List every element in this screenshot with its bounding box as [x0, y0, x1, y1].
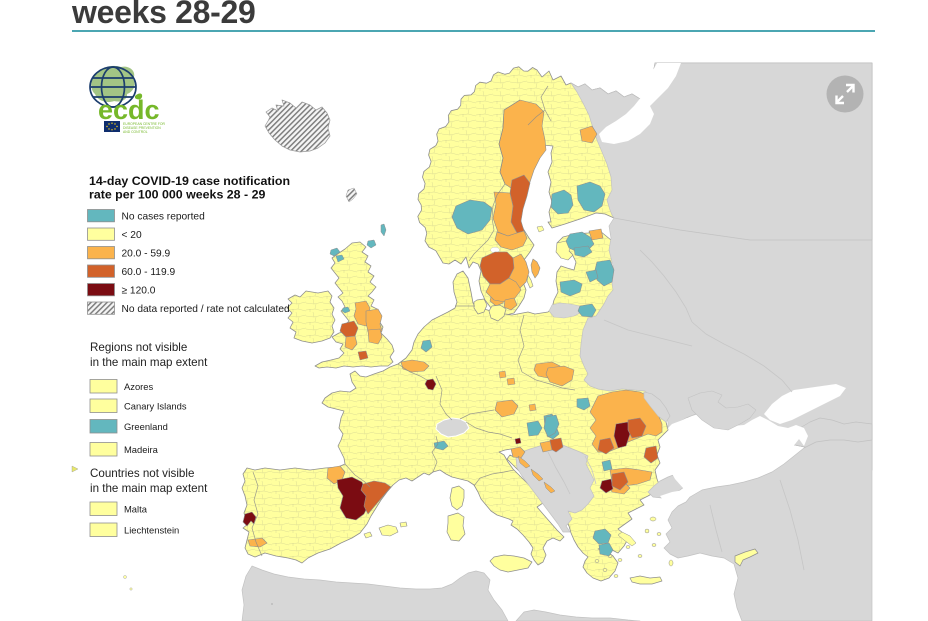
- svg-text:Azores: Azores: [124, 381, 153, 392]
- svg-text:in the main map extent: in the main map extent: [90, 482, 208, 495]
- svg-text:Madeira: Madeira: [124, 444, 159, 455]
- svg-text:No cases reported: No cases reported: [122, 212, 206, 223]
- svg-text:No data reported / rate not ca: No data reported / rate not calculated: [122, 304, 291, 315]
- svg-text:14-day COVID-19 case notificat: 14-day COVID-19 case notification: [89, 174, 290, 188]
- svg-text:< 20: < 20: [122, 230, 142, 241]
- svg-text:Canary Islands: Canary Islands: [124, 401, 187, 412]
- svg-text:ecdc: ecdc: [98, 95, 160, 125]
- svg-text:DISEASE PREVENTION: DISEASE PREVENTION: [123, 126, 161, 130]
- svg-text:AND CONTROL: AND CONTROL: [123, 130, 148, 134]
- svg-text:in the main map extent: in the main map extent: [90, 356, 208, 369]
- svg-text:60.0 - 119.9: 60.0 - 119.9: [122, 267, 176, 278]
- svg-text:Greenland: Greenland: [124, 421, 168, 432]
- svg-text:rate per 100 000 weeks 28 - 29: rate per 100 000 weeks 28 - 29: [89, 188, 265, 202]
- svg-text:Liechtenstein: Liechtenstein: [124, 525, 179, 536]
- svg-text:20.0 - 59.9: 20.0 - 59.9: [122, 249, 171, 260]
- svg-text:EUROPEAN CENTRE FOR: EUROPEAN CENTRE FOR: [123, 122, 166, 126]
- svg-text:Countries not visible: Countries not visible: [90, 467, 194, 480]
- svg-text:Regions not visible: Regions not visible: [90, 341, 187, 354]
- svg-text:≥ 120.0: ≥ 120.0: [122, 286, 156, 297]
- svg-text:Malta: Malta: [124, 504, 148, 515]
